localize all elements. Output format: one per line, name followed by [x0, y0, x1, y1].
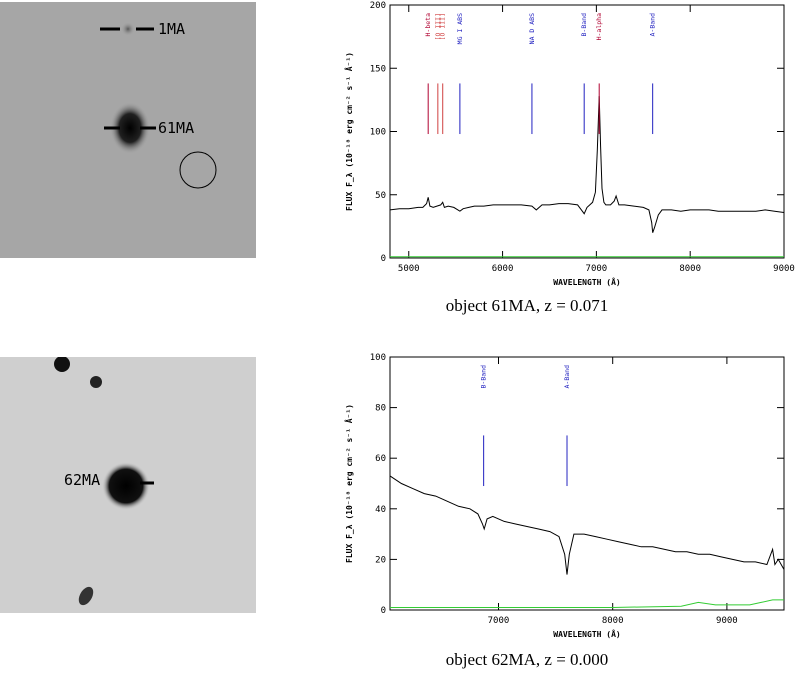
y-tick-label: 40 — [375, 505, 386, 515]
x-tick-label: 6000 — [492, 264, 514, 274]
x-axis-label: WAVELENGTH (Å) — [553, 629, 620, 639]
image-62ma-field: 62MA — [54, 357, 154, 606]
caption-61ma: object 61MA, z = 0.071 — [445, 296, 609, 315]
y-tick-label: 0 — [381, 254, 386, 264]
y-axis-label: FLUX F_λ (10⁻¹⁸ erg cm⁻² s⁻¹ Å⁻¹) — [344, 404, 354, 563]
label-1ma: 1MA — [158, 20, 185, 38]
star-top-left — [54, 357, 70, 372]
plot-frame — [389, 4, 785, 259]
line-marker-label: NA D ABS — [528, 13, 536, 44]
flux-spectrum-line — [389, 475, 785, 575]
galaxy-bottom — [78, 586, 94, 606]
y-tick-label: 80 — [375, 404, 386, 414]
galaxy-61ma — [110, 102, 150, 154]
image-61ma-field: 1MA 61MA — [100, 20, 217, 189]
line-marker-label: H-beta — [424, 13, 432, 37]
line-marker-label: B-Band — [580, 13, 588, 37]
x-tick-label: 7000 — [488, 616, 510, 626]
x-tick-label: 9000 — [716, 616, 738, 626]
line-marker-label: A-Band — [563, 365, 571, 389]
star-top — [90, 376, 102, 388]
y-tick-label: 200 — [370, 1, 386, 11]
flux-spectrum-line — [389, 96, 785, 233]
spectrum-plot-61ma: 5000 6000 7000 8000 9000 0 50 100 150 200 WAVELENG… — [344, 1, 795, 287]
x-axis-label: WAVELENGTH (Å) — [553, 277, 620, 287]
y-tick-label: 60 — [375, 454, 386, 464]
y-axis-label: FLUX F_λ (10⁻¹⁸ erg cm⁻² s⁻¹ Å⁻¹) — [344, 52, 354, 211]
galaxy-62ma — [102, 462, 150, 510]
y-tick-label: 20 — [375, 555, 386, 565]
spectrum-plot-62ma: 7000 8000 9000 0 20 40 60 80 100 WAVELENGTH (Å) FL… — [344, 353, 785, 639]
line-marker-label: B-Band — [480, 365, 488, 389]
line-marker-label: A-Band — [649, 13, 657, 37]
y-tick-label: 0 — [381, 606, 386, 616]
plot-frame — [389, 356, 785, 611]
y-tick-label: 100 — [370, 128, 386, 138]
galaxy-1ma — [121, 22, 135, 36]
line-marker-label: H-alpha — [595, 13, 603, 40]
x-tick-label: 5000 — [398, 264, 420, 274]
x-tick-label: 8000 — [602, 616, 624, 626]
image-panel-61ma: 1MA 61MA — [0, 2, 256, 258]
x-tick-label: 9000 — [773, 264, 795, 274]
x-tick-label: 7000 — [586, 264, 608, 274]
y-tick-label: 50 — [375, 191, 386, 201]
label-62ma: 62MA — [64, 471, 100, 489]
line-marker-label: [O III] — [434, 13, 442, 40]
x-tick-label: 8000 — [679, 264, 701, 274]
caption-62ma: object 62MA, z = 0.000 — [445, 650, 609, 669]
line-marker-label: MG I ABS — [456, 13, 464, 44]
y-tick-label: 150 — [370, 64, 386, 74]
y-tick-label: 100 — [370, 353, 386, 363]
error-spectrum-line — [390, 599, 784, 608]
image-panel-62ma: 62MA — [0, 357, 256, 613]
line-marker-label: [O III] — [439, 13, 447, 40]
label-61ma: 61MA — [158, 119, 194, 137]
aperture-circle — [179, 151, 217, 189]
